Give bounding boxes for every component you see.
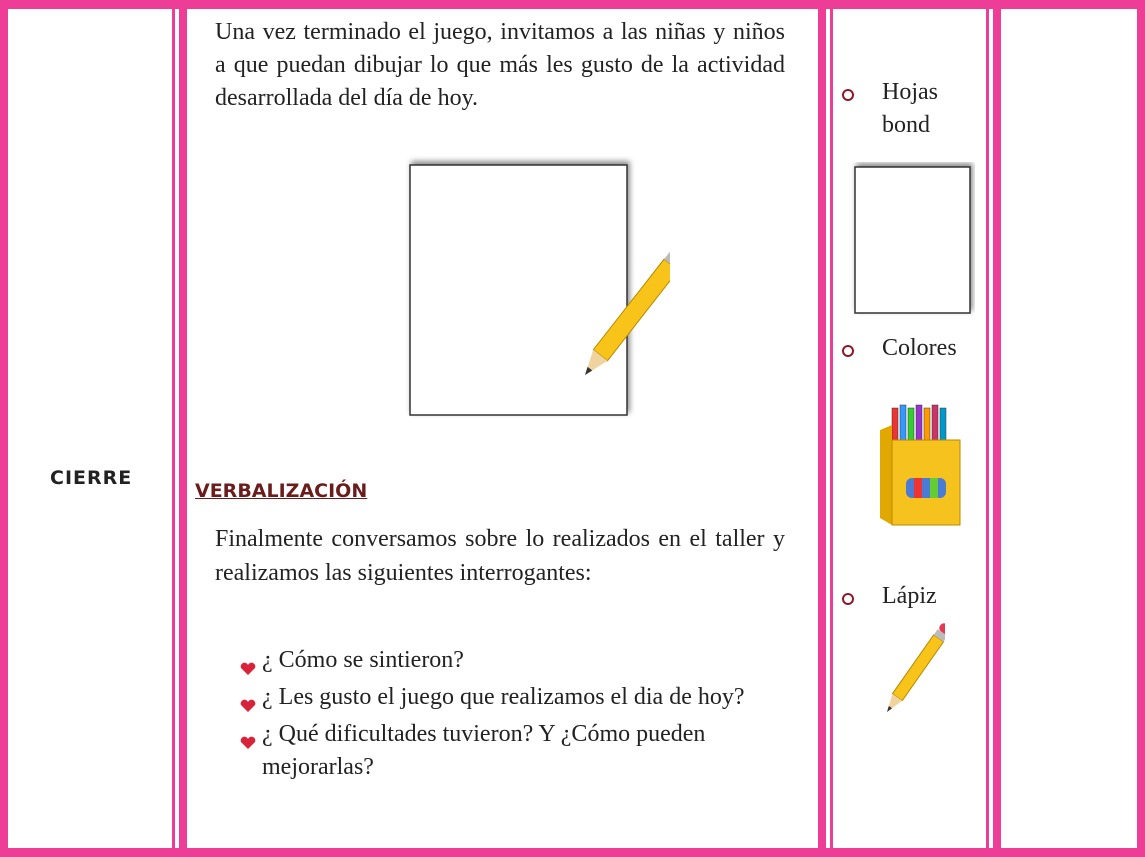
question-text: ¿ Qué dificultades tuvieron? Y ¿Cómo pue… <box>262 721 706 780</box>
pencil-image <box>887 623 945 712</box>
heart-icon <box>240 690 256 712</box>
question-text: ¿ Les gusto el juego que realizamos el d… <box>262 684 745 710</box>
question-list: ¿ Cómo se sintieron? ¿ Les gusto el juego… <box>240 644 767 788</box>
paper-image <box>854 166 971 314</box>
border <box>986 0 989 857</box>
border <box>172 0 175 857</box>
border <box>1137 0 1145 857</box>
heart-icon <box>240 653 256 675</box>
question-item: ¿ Qué dificultades tuvieron? Y ¿Cómo pue… <box>240 718 767 784</box>
stage-label: CIERRE <box>50 467 133 489</box>
border <box>830 0 833 857</box>
paper-pencil-image <box>409 164 670 416</box>
border <box>0 0 1145 9</box>
bullet <box>842 345 854 357</box>
section-heading: VERBALIZACIÓN <box>195 480 368 502</box>
material-item: Colores <box>882 335 957 361</box>
intro: Una vez terminado el juego, invitamos a … <box>215 19 785 111</box>
border <box>818 0 826 857</box>
border <box>0 848 1145 857</box>
border <box>179 0 187 857</box>
border <box>0 0 8 857</box>
material-item: Hojas bond <box>882 79 938 138</box>
heart-icon <box>240 727 256 749</box>
border <box>993 0 1001 857</box>
material-item: Lápiz <box>882 583 937 609</box>
question-item: ¿ Cómo se sintieron? <box>240 644 767 677</box>
question-text: ¿ Cómo se sintieron? <box>262 647 464 673</box>
paragraph: Finalmente conversamos sobre lo realizad… <box>215 526 785 586</box>
bullet <box>842 593 854 605</box>
question-item: ¿ Les gusto el juego que realizamos el d… <box>240 681 767 714</box>
colors-image <box>880 404 961 526</box>
bullet <box>842 89 854 101</box>
